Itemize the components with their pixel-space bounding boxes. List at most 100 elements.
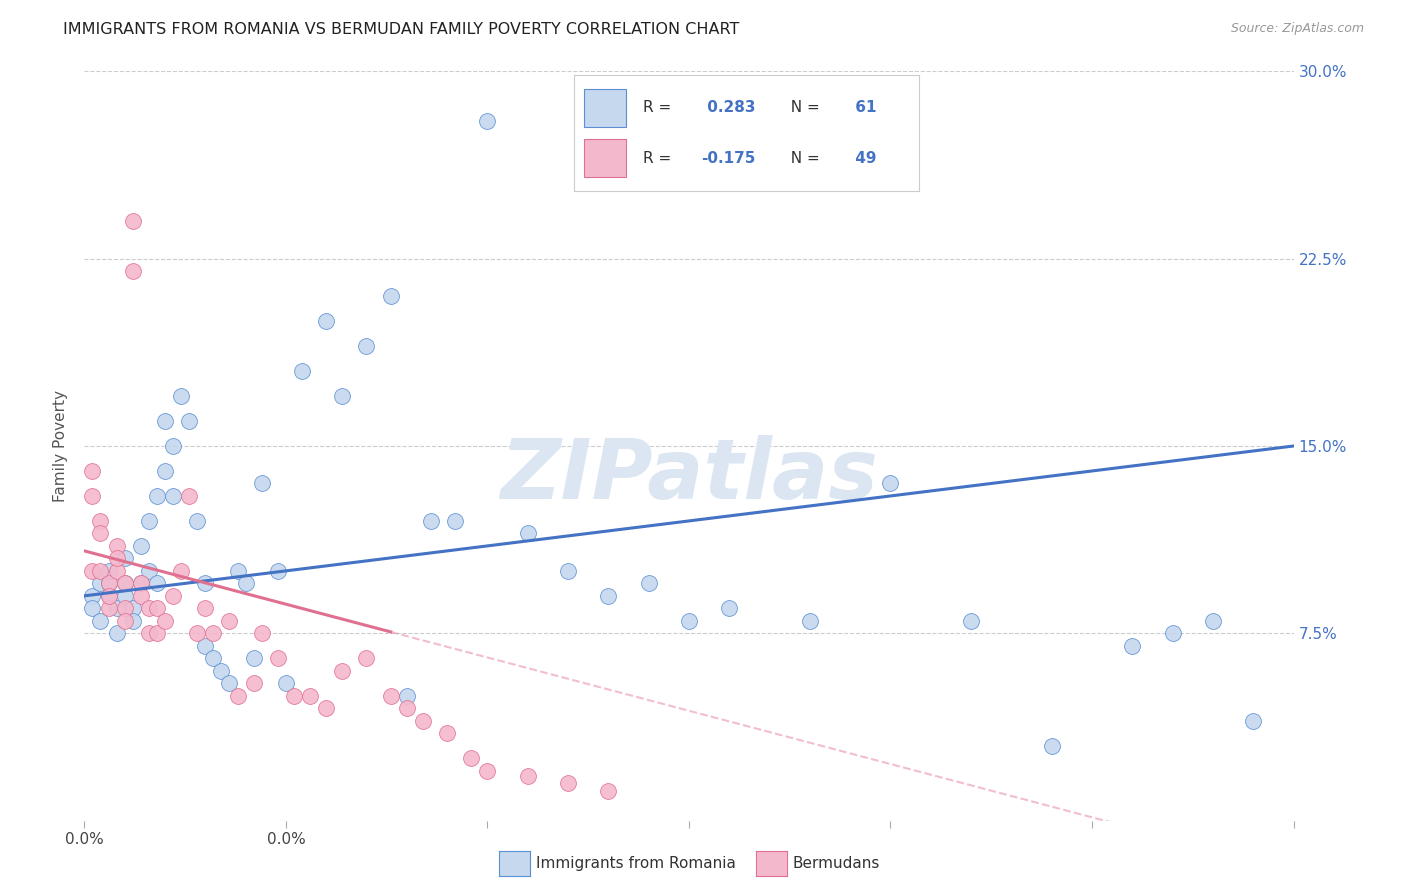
Point <box>218 676 240 690</box>
Point <box>420 514 443 528</box>
Point <box>129 589 152 603</box>
Point <box>202 651 225 665</box>
Point <box>380 689 402 703</box>
Point <box>114 614 136 628</box>
Point <box>235 576 257 591</box>
Point <box>960 614 983 628</box>
Point <box>97 589 120 603</box>
Point <box>179 489 201 503</box>
Point <box>356 339 378 353</box>
Point <box>274 676 297 690</box>
Point <box>146 489 169 503</box>
Point <box>89 526 111 541</box>
Point <box>1040 739 1063 753</box>
Point <box>879 476 901 491</box>
Point <box>194 601 217 615</box>
Point <box>97 576 120 591</box>
Point <box>121 614 143 628</box>
Point <box>477 114 499 128</box>
Point <box>380 289 402 303</box>
Point <box>477 764 499 778</box>
Point <box>146 626 169 640</box>
Point <box>121 601 143 615</box>
Point <box>82 489 104 503</box>
Point <box>637 576 659 591</box>
Point <box>82 601 104 615</box>
Point <box>598 783 620 797</box>
Point <box>395 689 418 703</box>
Point <box>114 589 136 603</box>
Point <box>299 689 322 703</box>
Text: Immigrants from Romania: Immigrants from Romania <box>536 856 735 871</box>
Point <box>330 664 353 678</box>
Point <box>82 464 104 478</box>
Point <box>194 639 217 653</box>
Point <box>114 576 136 591</box>
Point <box>97 576 120 591</box>
Y-axis label: Family Poverty: Family Poverty <box>53 390 69 502</box>
Point <box>516 769 538 783</box>
Point <box>129 576 152 591</box>
Point <box>242 676 264 690</box>
Point <box>209 664 232 678</box>
Point <box>129 539 152 553</box>
Point <box>186 626 208 640</box>
Point <box>186 514 208 528</box>
Point <box>105 601 128 615</box>
Point <box>153 614 176 628</box>
Text: ZIPatlas: ZIPatlas <box>501 435 877 516</box>
Point <box>97 564 120 578</box>
Point <box>82 589 104 603</box>
Point <box>105 626 128 640</box>
Point <box>170 389 193 403</box>
Point <box>162 589 184 603</box>
Point <box>598 589 620 603</box>
Point <box>105 564 128 578</box>
Point <box>460 751 482 765</box>
Point <box>330 389 353 403</box>
Point <box>226 564 249 578</box>
Point <box>89 576 111 591</box>
Point <box>557 776 579 790</box>
Point <box>315 701 337 715</box>
Point <box>218 614 240 628</box>
Point <box>105 539 128 553</box>
Point <box>146 601 169 615</box>
Point <box>1202 614 1225 628</box>
Text: Bermudans: Bermudans <box>793 856 880 871</box>
Point <box>412 714 434 728</box>
Point <box>444 514 467 528</box>
Point <box>436 726 458 740</box>
Point <box>162 439 184 453</box>
Point <box>121 214 143 228</box>
Point <box>138 564 160 578</box>
Point <box>395 701 418 715</box>
Point <box>226 689 249 703</box>
Point <box>179 414 201 428</box>
Point <box>267 564 290 578</box>
Point <box>114 576 136 591</box>
Point <box>162 489 184 503</box>
Point <box>250 626 273 640</box>
Point <box>114 601 136 615</box>
Point <box>153 464 176 478</box>
Point <box>153 414 176 428</box>
Point <box>267 651 290 665</box>
Point <box>121 264 143 278</box>
Point <box>89 614 111 628</box>
Point <box>97 601 120 615</box>
Point <box>516 526 538 541</box>
Point <box>1121 639 1143 653</box>
Point <box>194 576 217 591</box>
Point <box>138 514 160 528</box>
Point <box>718 601 741 615</box>
Point <box>138 601 160 615</box>
Point <box>82 564 104 578</box>
Text: Source: ZipAtlas.com: Source: ZipAtlas.com <box>1230 22 1364 36</box>
Point <box>799 614 821 628</box>
Point <box>138 626 160 640</box>
Point <box>202 626 225 640</box>
Point <box>356 651 378 665</box>
Point <box>105 551 128 566</box>
Point <box>170 564 193 578</box>
